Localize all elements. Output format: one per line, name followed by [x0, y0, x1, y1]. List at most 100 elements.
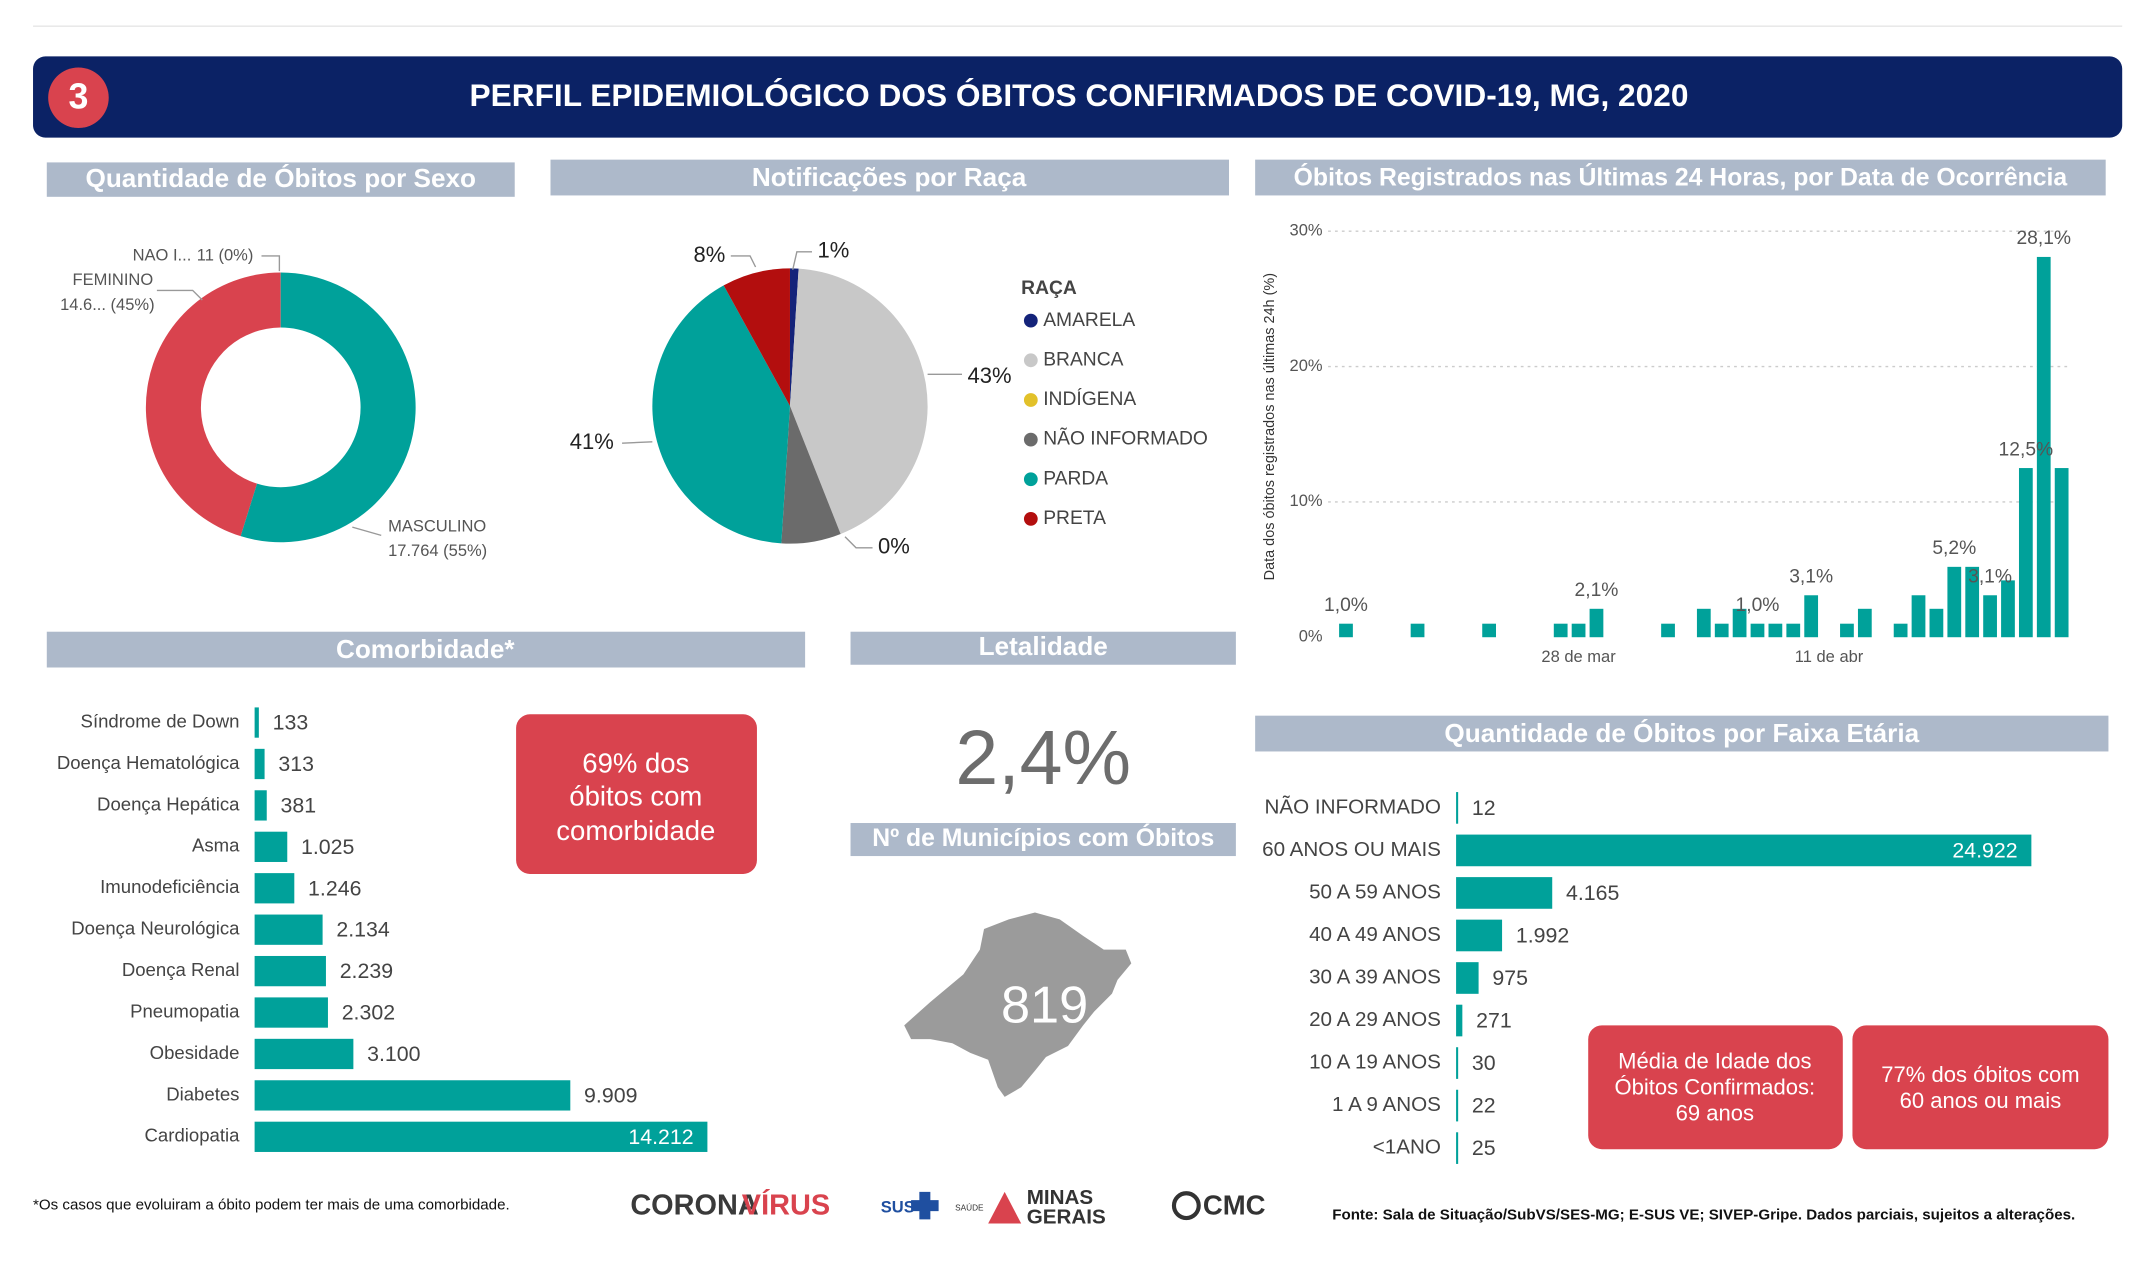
bar: [1456, 1004, 1463, 1037]
bar: [1589, 608, 1604, 638]
section-title: Óbitos Registrados nas Últimas 24 Horas,…: [1294, 163, 2068, 191]
data-label: 271: [1476, 1009, 1512, 1033]
legend-swatch: [1023, 472, 1038, 487]
section-band: [46, 631, 806, 668]
legend-label: AMARELA: [1043, 310, 1135, 331]
bar: [254, 1080, 571, 1111]
legend-swatch: [1023, 313, 1038, 328]
legend-swatch: [1023, 432, 1038, 447]
data-label: 24.922: [1952, 838, 2017, 862]
bar: [1482, 623, 1496, 638]
data-label: 1,0%: [1324, 595, 1368, 616]
logo-shape: [988, 1191, 1022, 1224]
logo-text: SAÚDE: [955, 1203, 984, 1213]
category-label: Doença Neurológica: [71, 918, 240, 939]
data-label: 2.302: [342, 1001, 395, 1025]
header-title: PERFIL EPIDEMIOLÓGICO DOS ÓBITOS CONFIRM…: [470, 77, 1689, 113]
pie-slice: [789, 268, 928, 534]
data-label: 975: [1492, 966, 1528, 990]
data-label: 3,1%: [1968, 566, 2012, 587]
logo-text: GERAIS: [1027, 1205, 1106, 1228]
section-band: [850, 631, 1236, 665]
logo-text: CMC: [1203, 1189, 1266, 1220]
bar: [1456, 1089, 1459, 1122]
legend-swatch: [1023, 511, 1038, 526]
logo-shape: [1171, 1191, 1201, 1221]
bar: [1983, 595, 1997, 638]
data-label: 9.909: [584, 1083, 637, 1107]
x-tick-label: 28 de mar: [1541, 648, 1616, 666]
category-label: Doença Hepática: [97, 793, 240, 814]
bar: [1456, 1132, 1459, 1164]
kpi-text: 77% dos óbitos com: [1881, 1062, 2079, 1087]
data-label: 1.992: [1516, 923, 1569, 947]
category-label: Cardiopatia: [145, 1125, 241, 1146]
data-label: 30: [1472, 1051, 1496, 1075]
category-label: Síndrome de Down: [81, 710, 240, 731]
leader-line: [261, 255, 281, 272]
header-bar: [33, 56, 2123, 138]
kpi-box: [1588, 1025, 1843, 1150]
bar: [1786, 623, 1801, 638]
bar: [254, 955, 326, 987]
bar: [1929, 608, 1944, 638]
data-label: 5,2%: [1932, 538, 1976, 559]
data-label: 1,0%: [1736, 595, 1780, 616]
data-label: 28,1%: [2016, 228, 2071, 249]
y-axis-title: Data dos óbitos registrados nas últimas …: [1262, 273, 1278, 580]
bar: [254, 831, 288, 862]
category-label: Diabetes: [166, 1083, 239, 1104]
data-label: 22: [1472, 1094, 1496, 1118]
data-label: 133: [273, 711, 309, 735]
bar: [1456, 1047, 1459, 1079]
kpi-value: 2,4%: [955, 715, 1131, 801]
section-title: Comorbidade*: [336, 634, 515, 664]
bar: [1456, 834, 2032, 867]
logo-text: CORONA: [630, 1190, 759, 1222]
category-label: Asma: [192, 835, 240, 856]
data-label: 4.165: [1566, 881, 1619, 905]
legend-label: BRANCA: [1043, 349, 1123, 370]
data-label: 12,5%: [1999, 439, 2054, 460]
bar: [1911, 595, 1926, 638]
logo-cross: [911, 1191, 939, 1220]
header-number: 3: [68, 77, 88, 117]
data-label: 1.246: [308, 876, 361, 900]
data-label: 2,1%: [1575, 580, 1619, 601]
slice-label: MASCULINO: [388, 517, 486, 535]
category-label: 20 A 29 ANOS: [1309, 1008, 1441, 1031]
bar: [1768, 623, 1783, 638]
bar: [1947, 566, 1962, 638]
pie-slice: [652, 285, 790, 544]
kpi-text: comorbidade: [556, 815, 715, 846]
bar: [2018, 468, 2033, 638]
legend-label: PRETA: [1043, 508, 1106, 529]
bar: [1840, 623, 1854, 638]
data-label: 2.134: [336, 918, 390, 942]
slice-value: 17.764 (55%): [388, 542, 487, 560]
bar: [2054, 468, 2069, 638]
leader-line: [156, 289, 203, 301]
category-label: 30 A 39 ANOS: [1309, 965, 1441, 988]
footnote: *Os casos que evoluiram a óbito podem te…: [33, 1197, 510, 1214]
bar: [1714, 623, 1729, 638]
kpi-box: [1852, 1025, 2109, 1150]
bar: [1965, 566, 1980, 638]
y-tick-label: 30%: [1290, 222, 1323, 240]
bar: [1661, 623, 1675, 638]
data-label: 12: [1472, 796, 1496, 820]
leader-line: [844, 536, 873, 549]
data-label: 3.100: [367, 1042, 421, 1066]
legend-label: PARDA: [1043, 468, 1108, 489]
slice-label: NAO I...: [133, 246, 192, 264]
leader-line: [352, 526, 382, 537]
slice-label: 1%: [818, 238, 850, 263]
data-label: 2.239: [340, 959, 393, 983]
section-title: Notificações por Raça: [752, 162, 1027, 192]
category-label: NÃO INFORMADO: [1264, 794, 1440, 818]
data-label: 313: [278, 752, 314, 776]
bar: [1456, 877, 1553, 909]
slice-label: 0%: [878, 534, 910, 559]
bar: [1804, 595, 1819, 638]
